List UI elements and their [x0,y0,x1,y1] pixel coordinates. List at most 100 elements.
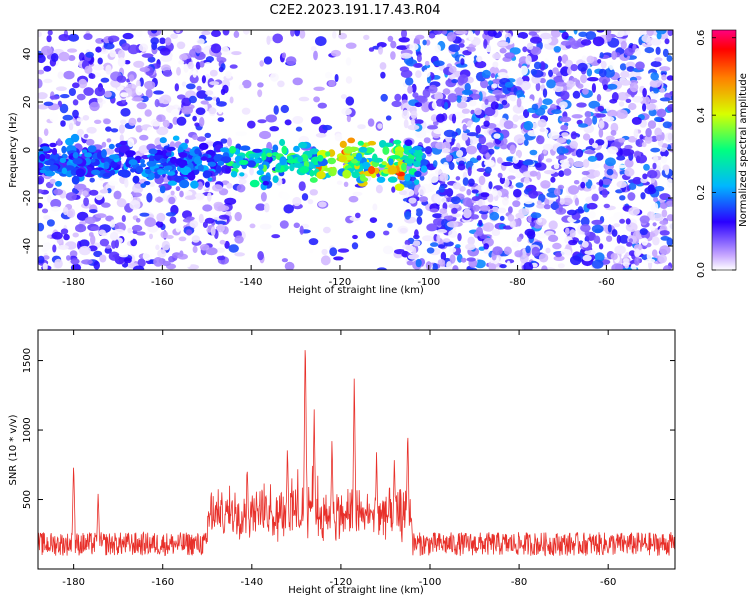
signal-band-blob [252,148,262,153]
spectrogram-blob [38,31,42,38]
spectrogram-blob [659,66,671,72]
spectrogram-blob [606,168,614,176]
spectrogram-blob [641,34,651,43]
spectrogram-blob [260,192,267,202]
spectrogram-blob [591,184,596,190]
spectrogram-blob [609,99,618,104]
spectrogram-blob [205,90,214,96]
spectrogram-blob [269,126,280,132]
spectrogram-blob [641,237,648,246]
spectrogram-blob [116,198,127,208]
spectrogram-blob [466,257,476,262]
spectrogram-blob [524,176,530,184]
signal-band-blob [178,160,186,168]
spectrogram-blob [216,247,226,253]
signal-band-blob [194,148,201,155]
spectrogram-blob [483,243,490,250]
spectrogram-blob [620,70,630,78]
spectrogram-blob [78,245,91,256]
spectrogram-blob [58,34,70,42]
spectrogram-blob [46,35,52,43]
spectrogram-blob [540,32,552,40]
spectrogram-blob [99,189,109,194]
spectrogram-blob [582,88,589,95]
spectrogram-blob [41,236,50,243]
spectrogram-blob [41,208,49,214]
spectrogram-blob [644,47,655,54]
spectrogram-blob [38,54,46,64]
spectrogram-blob [51,231,63,240]
spectrogram-blob [298,96,310,102]
spectrogram-blob [666,214,673,222]
spectrogram-blob [443,162,449,167]
spectrogram-blob [578,31,588,37]
spectrogram-blob [512,37,525,44]
spectrogram-blob [404,239,411,246]
spectrogram-blob [132,183,144,194]
spectrogram-blob [512,200,521,208]
spectrogram-blob [504,81,514,88]
spectrogram-blob [582,159,590,168]
spectrogram-blob [277,80,285,88]
spectrogram-blob [605,135,615,141]
spectrogram-blob [494,94,507,99]
spectrogram-blob [659,202,668,210]
signal-band-blob [279,138,286,147]
spectrogram-blob [640,192,646,200]
x-tick-label: -180 [62,277,85,288]
spectrogram-blob [231,51,242,56]
spectrogram-blob [66,255,71,261]
spectrogram-blob [385,115,392,121]
spectrogram-blob [628,206,640,216]
signal-band-blob [40,146,51,152]
spectrogram-blob [503,120,514,130]
spectrogram-blob [415,70,422,78]
spectrogram-blob [103,118,111,125]
spectrogram-blob [530,46,542,56]
chart-title: C2E2.2023.191.17.43.R04 [269,3,440,18]
spectrogram-blob [83,33,93,40]
spectrogram-blob [591,224,604,234]
spectrogram-blob [587,162,600,170]
spectrogram-blob [108,180,119,186]
spectrogram-blob [451,79,458,84]
spectrogram-blob [456,101,468,109]
spectrogram-blob [68,88,76,96]
spectrogram-blob [379,62,387,70]
spectrogram-blob [109,50,117,58]
signal-band-blob [165,152,172,157]
signal-band-blob [140,163,146,168]
x-tick-label: -80 [511,577,527,588]
spectrogram-blob [598,128,604,138]
spectrogram-blob [586,202,598,210]
signal-band-blob [239,159,249,165]
spectrogram-blob [610,253,618,260]
spectrogram-blob [548,220,558,230]
spectrogram-blob [461,133,469,141]
spectrogram-blob [662,121,672,129]
spectrogram-blob [539,127,546,133]
spectrogram-blob [178,60,185,65]
spectrogram-blob [592,36,605,47]
spectrogram-blob [299,30,306,39]
spectrogram-blob [607,83,618,90]
spectrogram-blob [531,103,539,111]
spectrogram-blob [543,204,551,210]
spectrogram-blob [461,257,467,263]
spectrogram-blob [535,82,541,92]
spectrogram-blob [427,173,439,184]
spectrogram-blob [225,210,232,216]
spectrogram-blob [259,60,265,67]
spectrogram-blob [38,222,45,232]
signal-band-blob [368,166,376,175]
spectrogram-blob [586,55,595,64]
spectrogram-blob [154,196,164,203]
spectrogram-blob [557,263,565,269]
spectrogram-blob [553,46,561,53]
spectrogram-blob [238,178,247,185]
spectrogram-blob [423,137,431,144]
spectrogram-blob [380,93,388,102]
spectrogram-blob [544,197,550,206]
spectrogram-blob [85,51,94,58]
spectrogram-blob [443,215,454,220]
